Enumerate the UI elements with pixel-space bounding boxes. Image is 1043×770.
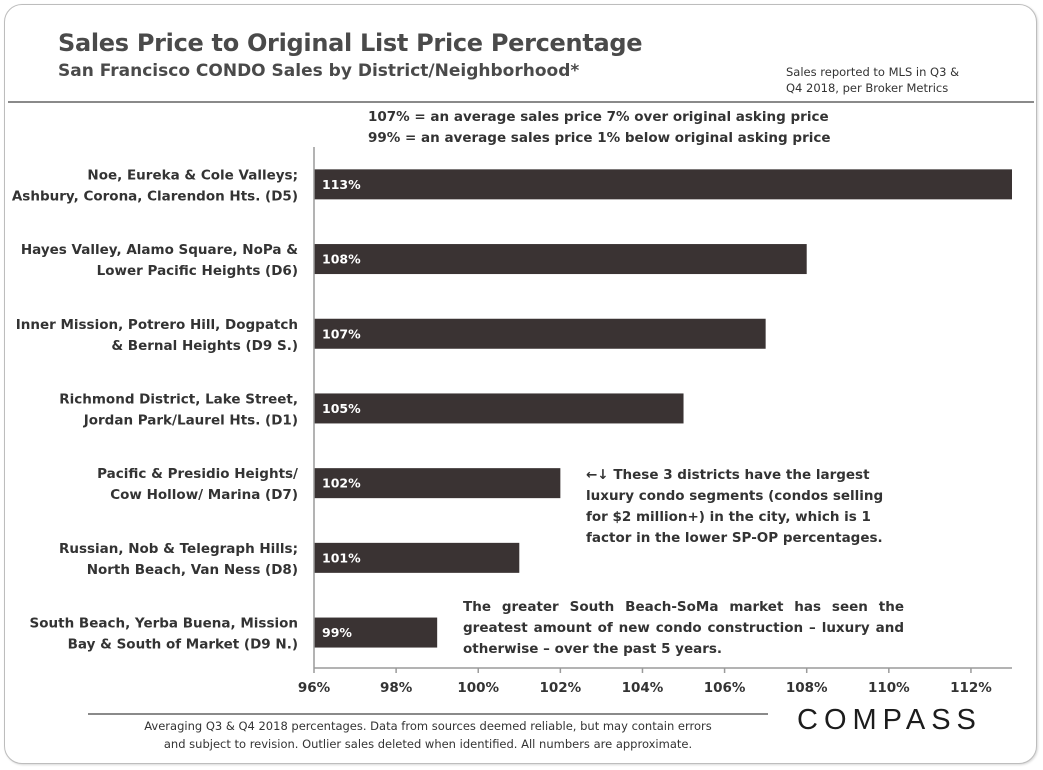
category-label: Pacific & Presidio Heights/	[97, 466, 298, 482]
footer-line: Averaging Q3 & Q4 2018 percentages. Data…	[144, 719, 712, 733]
bar-value-label: 108%	[322, 252, 361, 267]
chart-subtitle: San Francisco CONDO Sales by District/Ne…	[58, 61, 580, 81]
footer-disclaimer: Averaging Q3 & Q4 2018 percentages. Data…	[88, 717, 768, 753]
category-label: Jordan Park/Laurel Hts. (D1)	[83, 412, 298, 428]
x-tick-label: 102%	[539, 680, 581, 696]
category-label: South Beach, Yerba Buena, Mission	[30, 616, 298, 632]
category-label: Inner Mission, Potrero Hill, Dogpatch	[16, 317, 298, 333]
chart-frame	[4, 4, 1037, 764]
bar-value-label: 107%	[322, 326, 361, 341]
header-divider	[8, 101, 1034, 103]
x-tick-label: 100%	[457, 680, 499, 696]
x-tick-label: 104%	[622, 680, 664, 696]
category-label: Noe, Eureka & Cole Valleys;	[87, 167, 298, 183]
bar-value-label: 105%	[322, 401, 361, 416]
category-label: Ashbury, Corona, Clarendon Hts. (D5)	[12, 188, 298, 204]
category-label: Richmond District, Lake Street,	[59, 391, 298, 407]
x-tick-label: 96%	[298, 680, 331, 696]
percentage-explanation: 107% = an average sales price 7% over or…	[368, 107, 831, 149]
x-tick-label: 98%	[380, 680, 413, 696]
footer-line: and subject to revision. Outlier sales d…	[163, 737, 693, 751]
category-label: Russian, Nob & Telegraph Hills;	[59, 541, 298, 557]
x-tick-label: 106%	[704, 680, 746, 696]
x-tick-label: 110%	[868, 680, 910, 696]
bar	[314, 468, 561, 499]
category-label: & Bernal Heights (D9 S.)	[111, 338, 298, 354]
explanation-line-below: 99% = an average sales price 1% below or…	[368, 130, 831, 146]
source-note-line: Q4 2018, per Broker Metrics	[786, 81, 949, 95]
bar	[314, 169, 1012, 200]
bar	[314, 617, 438, 648]
bar-value-label: 101%	[322, 550, 361, 565]
bar-value-label: 102%	[322, 476, 361, 491]
bar-value-label: 113%	[322, 177, 361, 192]
category-label: North Beach, Van Ness (D8)	[87, 562, 298, 578]
x-tick-label: 112%	[950, 680, 992, 696]
category-label: Cow Hollow/ Marina (D7)	[110, 487, 298, 503]
compass-logo: COMPASS	[797, 704, 982, 736]
bar-value-label: 99%	[322, 625, 352, 640]
soma-annotation: The greater South Beach-SoMa market has …	[463, 599, 904, 657]
luxury-districts-annotation: ←↓ These 3 districts have the largest lu…	[586, 467, 884, 546]
bar	[314, 542, 520, 573]
category-label: Bay & South of Market (D9 N.)	[68, 637, 298, 653]
x-tick-label: 108%	[786, 680, 828, 696]
chart-title: Sales Price to Original List Price Perce…	[58, 29, 643, 57]
source-note: Sales reported to MLS in Q3 & Q4 2018, p…	[786, 64, 986, 96]
explanation-line-over: 107% = an average sales price 7% over or…	[368, 109, 829, 125]
bar	[314, 318, 766, 349]
footer-divider	[88, 713, 768, 715]
category-label: Hayes Valley, Alamo Square, NoPa &	[21, 242, 298, 258]
bar	[314, 393, 684, 424]
bar	[314, 244, 807, 275]
category-label: Lower Pacific Heights (D6)	[97, 263, 298, 279]
source-note-line: Sales reported to MLS in Q3 &	[786, 65, 960, 79]
